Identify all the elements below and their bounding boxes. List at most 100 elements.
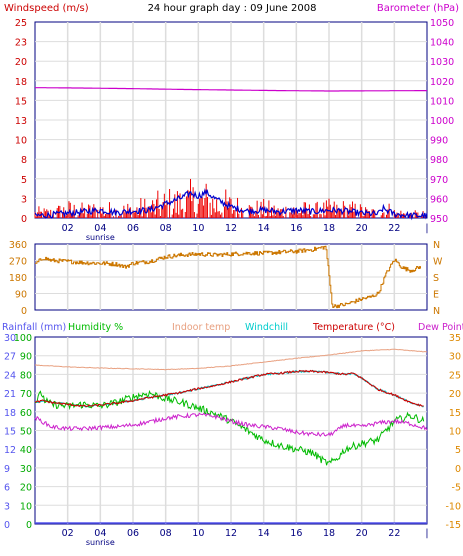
temperature-tick-label: 15: [449, 408, 461, 419]
temperature-tick-label: -10: [445, 501, 461, 512]
rainfall-tick-label: 15: [4, 427, 16, 438]
humidity-tick-label: 50: [20, 427, 32, 438]
temperature-tick-label: -15: [445, 520, 461, 531]
climate-panel-x-tick-label: 02: [62, 528, 74, 539]
humidity-tick-label: 80: [20, 370, 32, 381]
wind-panel-left-tick-label: 25: [15, 18, 27, 29]
climate-panel-x-tick-label: 06: [127, 528, 139, 539]
rainfall-tick-label: 0: [4, 520, 10, 531]
climate-panel-x-tick-label: 10: [192, 528, 204, 539]
direction-panel-left-tick-label: 0: [21, 306, 27, 317]
direction-panel-left-tick-label: 180: [9, 273, 27, 284]
wind-panel-left-tick-label: 3: [21, 194, 27, 205]
climate-panel-x-tick-label: 18: [323, 528, 335, 539]
rainfall-tick-label: 24: [4, 370, 16, 381]
barometer-axis-title: Barometer (hPa): [377, 3, 459, 14]
rainfall-tick-label: 27: [4, 352, 16, 363]
wind-panel-x-tick-label: 04: [94, 223, 106, 234]
rainfall-tick-label: 18: [4, 408, 16, 419]
climate-panel-sunrise-label: sunrise: [86, 538, 115, 547]
wind-panel-right-tick-label: 960: [430, 194, 448, 205]
direction-panel-left-tick-label: 360: [9, 240, 27, 251]
wind-panel-right-tick-label: 1000: [430, 116, 454, 127]
wind-panel-x-tick-label: 18: [323, 223, 335, 234]
wind-panel-x-tick-label: 14: [258, 223, 270, 234]
humidity-tick-label: 90: [20, 352, 32, 363]
wind-panel-x-tick-label: 16: [290, 223, 302, 234]
windchill-label: Windchill: [245, 322, 288, 333]
temperature-line: [35, 369, 424, 408]
temperature-tick-label: 5: [455, 445, 461, 456]
humidity-tick-label: 20: [20, 483, 32, 494]
wind-panel-right-tick-label: 1010: [430, 96, 454, 107]
label-layer: 2523201815131085301050104010301020101010…: [4, 18, 461, 547]
wind-panel-left-tick-label: 5: [21, 175, 27, 186]
wind-panel-sunrise-label: sunrise: [86, 233, 115, 242]
climate-panel-x-tick-label: 22: [388, 528, 400, 539]
humidity-tick-label: 40: [20, 445, 32, 456]
humidity-tick-label: 70: [20, 389, 32, 400]
humidity-tick-label: 100: [14, 333, 32, 344]
rainfall-tick-label: 21: [4, 389, 16, 400]
wind-panel-left-tick-label: 20: [15, 57, 27, 68]
climate-panel-x-tick-label: 04: [94, 528, 106, 539]
temperature-tick-label: 20: [449, 389, 461, 400]
wind-direction-line: [35, 245, 421, 309]
wind-panel-left-tick-label: 10: [15, 136, 27, 147]
wind-panel-left-tick-label: 13: [15, 116, 27, 127]
series-layer: [34, 87, 428, 524]
wind-panel-right-tick-label: 950: [430, 214, 448, 225]
wind-panel-x-tick-label: 10: [192, 223, 204, 234]
wind-panel-left-tick-label: 18: [15, 77, 27, 88]
rainfall-tick-label: 12: [4, 445, 16, 456]
climate-panel-x-tick-label: 12: [225, 528, 237, 539]
grid-layer: [34, 21, 428, 525]
page-title: 24 hour graph day : 09 June 2008: [148, 3, 317, 14]
dewpoint-line: [34, 412, 428, 437]
wind-panel-right-tick-label: 1020: [430, 77, 454, 88]
rainfall-tick-label: 6: [4, 483, 10, 494]
direction-panel-right-tick-label: E: [433, 290, 439, 301]
direction-panel-right-tick-label: W: [433, 257, 443, 268]
humidity-tick-label: 10: [20, 501, 32, 512]
direction-panel-left-tick-label: 90: [15, 290, 27, 301]
direction-panel-right-tick-label: N: [433, 306, 440, 317]
wind-panel-left-tick-label: 8: [21, 155, 27, 166]
climate-panel-x-tick-label: 14: [258, 528, 270, 539]
windspeed-axis-title: Windspeed (m/s): [4, 3, 89, 14]
climate-panel-x-tick-label: 16: [290, 528, 302, 539]
wind-panel-right-tick-label: 980: [430, 155, 448, 166]
wind-panel-x-tick-label: 02: [62, 223, 74, 234]
humidity-tick-label: 30: [20, 464, 32, 475]
barometer-line: [35, 87, 427, 92]
wind-panel-x-tick-label: 22: [388, 223, 400, 234]
wind-panel-x-tick-label: 12: [225, 223, 237, 234]
humidity-tick-label: 0: [26, 520, 32, 531]
wind-panel-right-tick-label: 1050: [430, 18, 454, 29]
dewpoint-label: Dew Point: [418, 322, 463, 333]
temperature-tick-label: 0: [455, 464, 461, 475]
wind-average-line: [34, 188, 428, 221]
humidity-axis-title: Humidity %: [68, 322, 123, 333]
wind-panel-right-tick-label: 970: [430, 175, 448, 186]
temperature-tick-label: -5: [452, 483, 461, 494]
temperature-tick-label: 25: [449, 370, 461, 381]
direction-panel-right-tick-label: S: [433, 273, 439, 284]
wind-panel-x-tick-label: 20: [356, 223, 368, 234]
temperature-tick-label: 30: [449, 352, 461, 363]
rainfall-tick-label: 9: [4, 464, 10, 475]
indoor-temp-line: [34, 348, 428, 371]
wind-panel-x-tick-label: 08: [160, 223, 172, 234]
wind-panel-left-tick-label: 0: [21, 214, 27, 225]
temperature-tick-label: 35: [449, 333, 461, 344]
temperature-tick-label: 10: [449, 427, 461, 438]
wind-panel-x-end-tick: |: [425, 223, 428, 234]
temperature-axis-title: Temperature (°C): [312, 322, 395, 333]
rainfall-tick-label: 30: [4, 333, 16, 344]
wind-panel-right-tick-label: 1040: [430, 38, 454, 49]
direction-panel-right-tick-label: N: [433, 240, 440, 251]
humidity-tick-label: 60: [20, 408, 32, 419]
wind-panel-left-tick-label: 23: [15, 38, 27, 49]
climate-panel-x-end-tick: |: [425, 528, 428, 539]
